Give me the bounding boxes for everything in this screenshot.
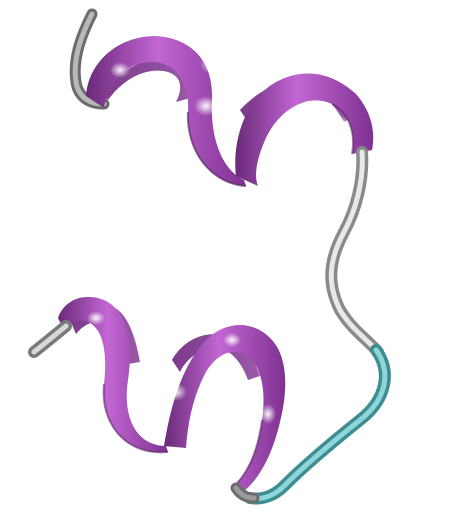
middle-coil-cyan	[244, 344, 391, 505]
middle-coil-gray	[325, 146, 384, 358]
lower-helix	[58, 296, 286, 494]
junction-coil-gray	[230, 482, 260, 504]
n-terminus-coil	[69, 8, 110, 110]
c-terminus-coil	[28, 320, 72, 358]
upper-helix	[86, 36, 374, 187]
